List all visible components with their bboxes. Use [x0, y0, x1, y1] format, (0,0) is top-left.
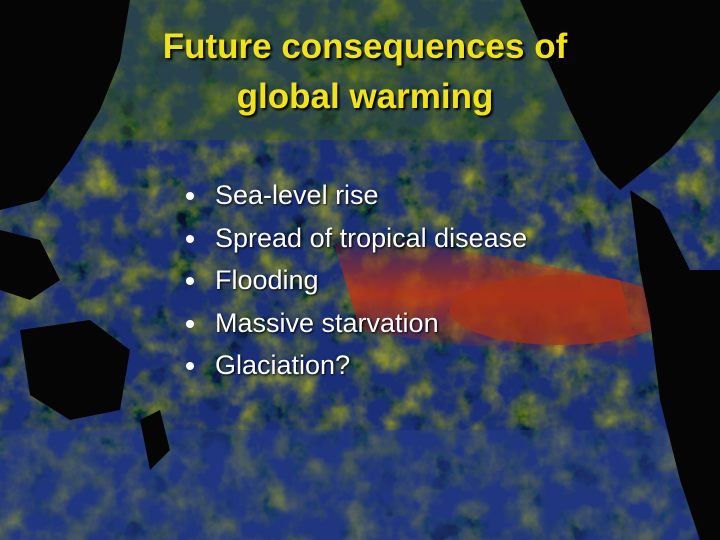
bullet-text: Massive starvation	[215, 307, 439, 338]
bullet-dot	[186, 192, 194, 200]
bullet-item: Sea-level rise	[185, 174, 527, 217]
bullet-dot	[186, 362, 194, 370]
bullet-text: Sea-level rise	[215, 180, 379, 210]
bullet-item: Flooding	[185, 259, 527, 302]
bullet-item: Massive starvation	[185, 302, 527, 345]
title-line: global warming	[236, 77, 494, 116]
bullet-text: Flooding	[215, 265, 319, 295]
bullet-item: Glaciation?	[185, 344, 527, 387]
bullet-list: Sea-level rise Spread of tropical disease…	[185, 174, 527, 387]
title-line: Future consequences of	[162, 27, 568, 66]
bullet-item: Spread of tropical disease	[185, 217, 527, 260]
bullet-text: Spread of tropical disease	[215, 222, 528, 253]
slide-title: Future consequences of global warming	[0, 22, 720, 122]
bullet-dot	[186, 319, 194, 328]
bullet-dot	[186, 277, 194, 285]
bullet-dot	[186, 234, 194, 243]
bullet-text: Glaciation?	[215, 350, 351, 380]
